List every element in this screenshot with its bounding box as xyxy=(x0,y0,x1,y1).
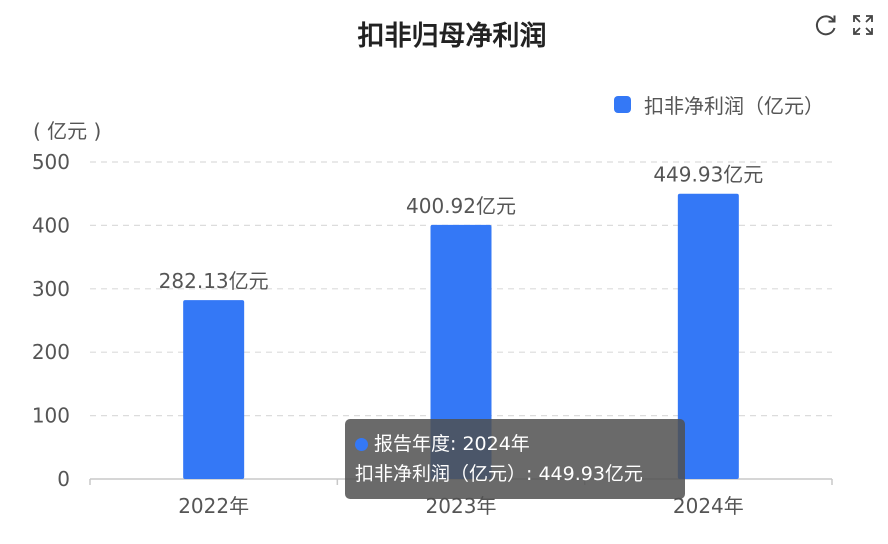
tooltip-dot xyxy=(355,438,368,451)
legend-label: 扣非净利润（亿元） xyxy=(644,93,824,118)
y-tick-label: 300 xyxy=(32,277,70,301)
y-tick-label: 200 xyxy=(32,340,70,364)
chart-title: 扣非归母净利润 xyxy=(357,21,547,52)
bar xyxy=(430,224,492,479)
bar xyxy=(183,300,245,479)
tooltip-line-1: 报告年度: 2024年 xyxy=(374,433,530,455)
y-tick-label: 0 xyxy=(57,467,70,491)
bar xyxy=(677,193,739,479)
data-label: 282.13亿元 xyxy=(159,269,269,293)
tooltip: 报告年度: 2024年 扣非净利润（亿元）: 449.93亿元 xyxy=(345,419,685,499)
y-tick-label: 100 xyxy=(32,404,70,428)
legend-swatch xyxy=(614,95,631,113)
y-tick-label: 500 xyxy=(32,150,70,174)
x-tick-label: 2024年 xyxy=(673,494,744,518)
refresh-icon[interactable] xyxy=(813,12,839,38)
legend-item[interactable]: 扣非净利润（亿元） xyxy=(614,91,824,118)
data-label: 449.93亿元 xyxy=(653,163,763,187)
y-tick-label: 400 xyxy=(32,213,70,237)
data-label: 400.92亿元 xyxy=(406,194,516,218)
tooltip-header: 报告年度: 2024年 xyxy=(355,429,685,459)
x-tick-label: 2022年 xyxy=(178,494,249,518)
y-axis-unit-label: ( 亿元 ) xyxy=(33,119,102,143)
fullscreen-icon[interactable] xyxy=(850,12,876,38)
tooltip-value: 扣非净利润（亿元）: 449.93亿元 xyxy=(355,463,643,485)
